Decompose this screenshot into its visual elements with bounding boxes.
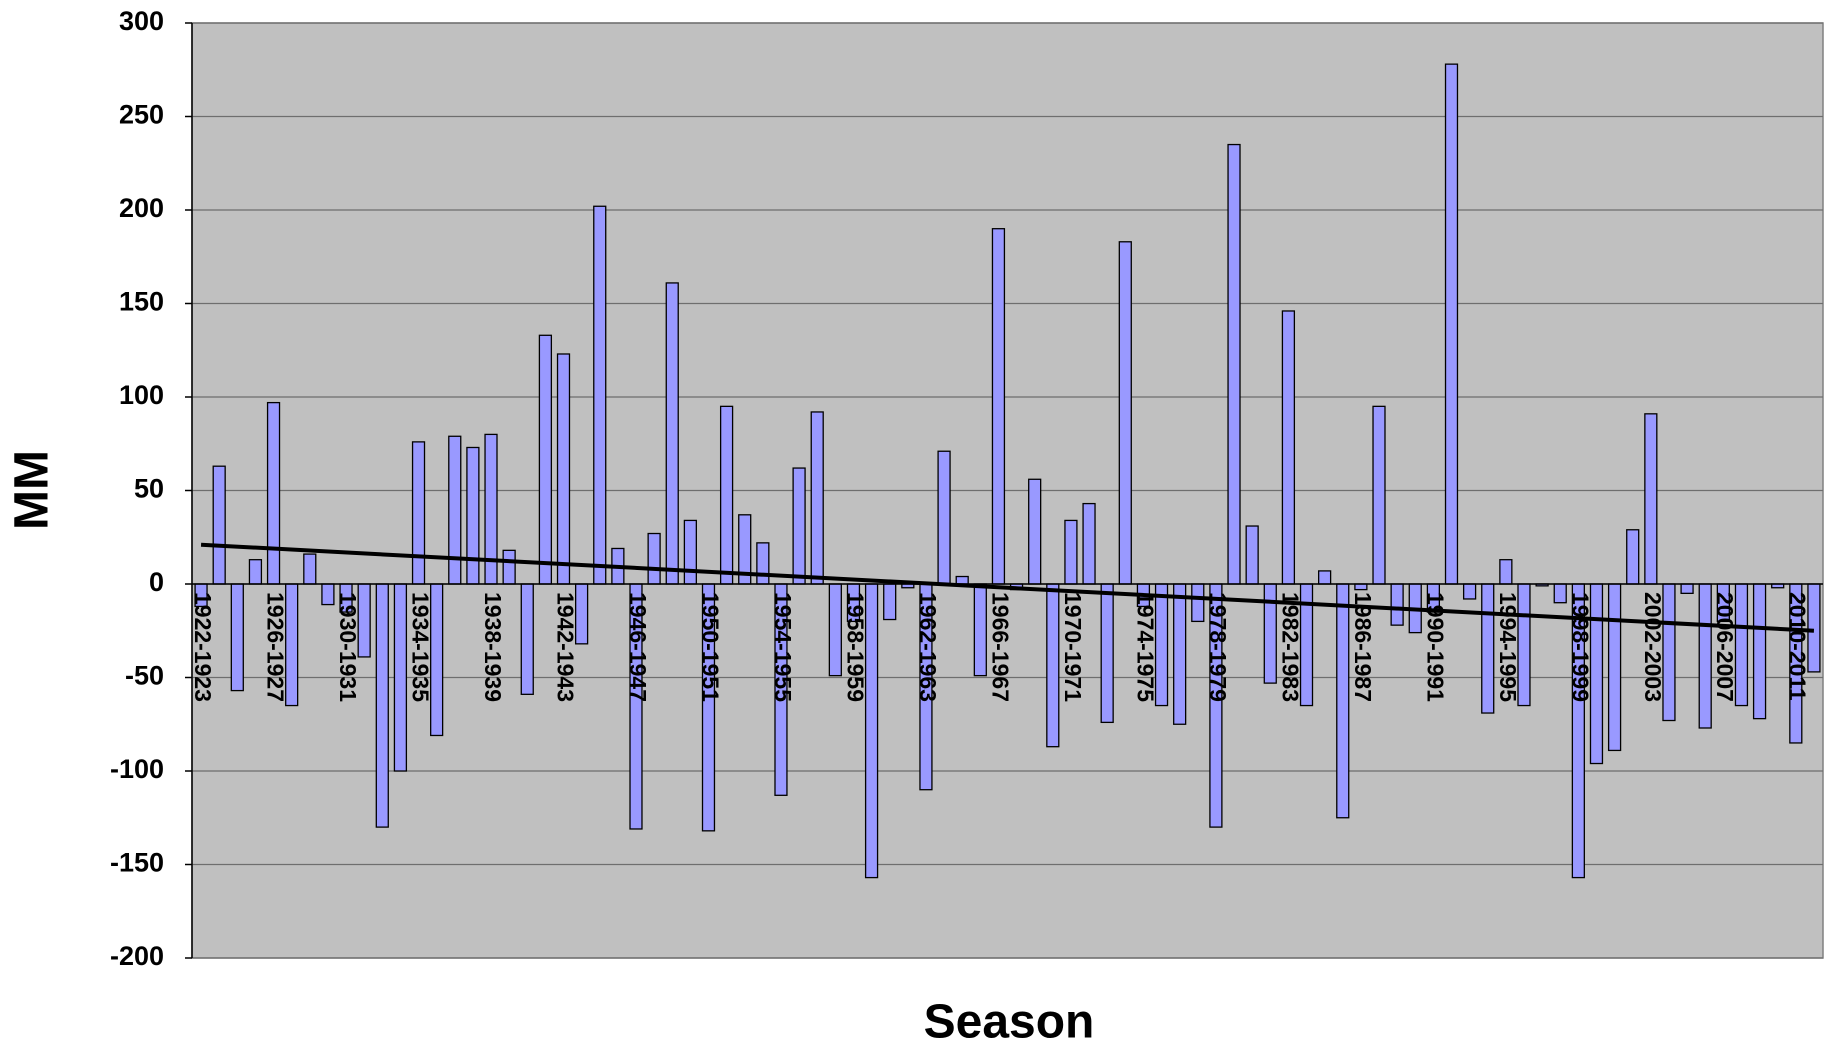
bar (593, 205, 607, 585)
bar (828, 583, 842, 677)
x-tick-label: 1954-1955 (770, 592, 796, 702)
x-tick-label: 1950-1951 (697, 592, 723, 702)
x-tick-label: 1982-1983 (1277, 592, 1303, 702)
bar (248, 559, 263, 585)
x-tick-label: 1962-1963 (915, 592, 941, 702)
bar (266, 401, 281, 585)
bar (665, 282, 679, 585)
bar (1390, 583, 1404, 626)
y-tick-label: 300 (119, 6, 164, 36)
bar (303, 553, 317, 585)
bar (393, 583, 408, 772)
bar (1372, 405, 1386, 585)
bar (466, 446, 480, 585)
bar (1462, 583, 1477, 600)
bar (1100, 583, 1114, 724)
bar (1680, 583, 1694, 594)
bar (1336, 583, 1350, 819)
bar (973, 583, 987, 677)
y-tick-label: 100 (119, 380, 164, 410)
x-tick-label: 1942-1943 (552, 592, 578, 702)
bar (792, 467, 806, 585)
bar (683, 519, 697, 585)
y-tick-label: -100 (110, 754, 164, 784)
bar (375, 583, 389, 828)
bar (1626, 529, 1640, 585)
y-tick-label: -200 (110, 941, 164, 971)
bar (1499, 559, 1513, 585)
bar (1481, 583, 1495, 714)
x-tick-label: 1998-1999 (1567, 592, 1593, 702)
x-tick-label: 1958-1959 (842, 592, 868, 702)
bar (1263, 583, 1277, 684)
trend-line (200, 542, 1815, 633)
bar (1354, 583, 1368, 591)
bar (719, 405, 734, 585)
y-tick-label: 250 (119, 100, 164, 130)
bar (1444, 63, 1459, 585)
y-axis-title: MM (6, 450, 59, 530)
bar (1281, 310, 1296, 585)
x-tick-label: 1946-1947 (625, 592, 651, 702)
y-tick-label: -150 (110, 848, 164, 878)
bar (955, 575, 969, 585)
x-tick-label: 1970-1971 (1060, 592, 1086, 702)
bar (1752, 583, 1767, 720)
bar (1607, 583, 1622, 752)
x-tick-label: 1994-1995 (1495, 592, 1521, 702)
bar (883, 583, 897, 621)
y-tick-label: 150 (119, 287, 164, 317)
bar (556, 353, 571, 585)
x-tick-label: 1934-1935 (407, 592, 433, 702)
bar (1046, 583, 1060, 748)
bar (1644, 413, 1658, 585)
bar (1553, 583, 1567, 604)
bar (230, 583, 244, 692)
x-tick-label: 2002-2003 (1640, 592, 1666, 702)
bar (991, 228, 1006, 585)
bar (937, 450, 951, 585)
bar (1118, 241, 1132, 585)
y-tick-label: -50 (125, 661, 164, 691)
bar (1227, 143, 1241, 585)
bar (1028, 478, 1042, 585)
x-tick-label: 2010-2011 (1785, 592, 1811, 701)
bar (321, 583, 335, 606)
bar (1318, 570, 1332, 585)
bar (502, 549, 516, 585)
bar (520, 583, 534, 695)
bar (1064, 519, 1078, 585)
bar (647, 532, 661, 585)
x-tick-label: 1930-1931 (335, 592, 361, 702)
y-tick-label: 50 (134, 474, 164, 504)
bar (1082, 502, 1096, 585)
bar (411, 441, 426, 585)
x-tick-label: 1966-1967 (987, 592, 1013, 702)
bar (538, 334, 553, 585)
y-tick-label: 0 (149, 567, 164, 597)
bar (1173, 583, 1187, 725)
x-tick-label: 1922-1923 (190, 592, 216, 702)
bar (1191, 583, 1205, 623)
bar (1245, 525, 1259, 585)
x-tick-label: 1926-1927 (262, 592, 288, 702)
bar (212, 465, 226, 585)
y-tick-label: 200 (119, 193, 164, 223)
x-tick-label: 1938-1939 (480, 592, 506, 702)
x-tick-label: 1986-1987 (1350, 592, 1376, 702)
bar (448, 435, 462, 585)
x-axis-title: Season (924, 996, 1095, 1049)
bar (810, 411, 824, 585)
x-tick-label: 1978-1979 (1205, 592, 1231, 702)
bar (756, 542, 770, 585)
bar (1698, 583, 1712, 729)
x-tick-label: 2006-2007 (1712, 592, 1738, 702)
x-tick-label: 1974-1975 (1132, 592, 1158, 702)
